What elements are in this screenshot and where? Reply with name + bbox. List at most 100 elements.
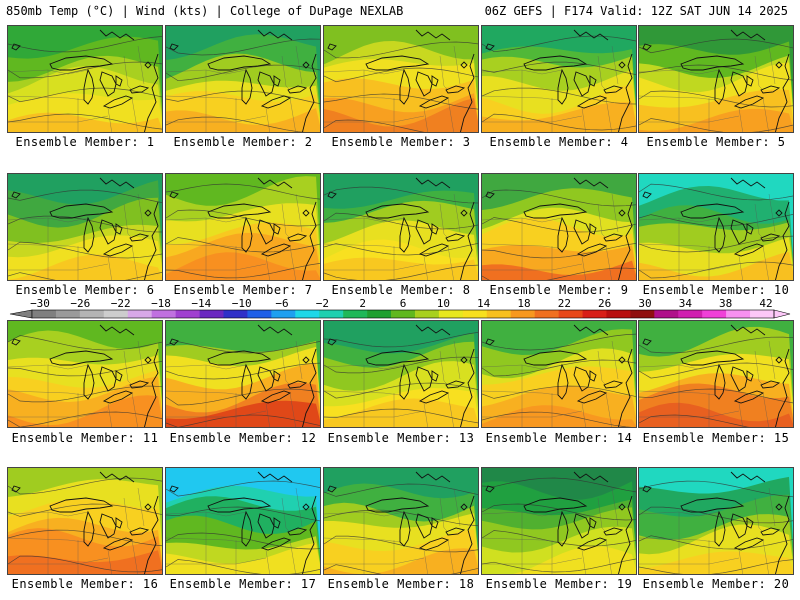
border-line <box>8 217 89 223</box>
border-line <box>423 402 428 427</box>
coastline <box>445 527 466 536</box>
border-line <box>482 364 563 370</box>
border-line <box>289 539 296 574</box>
coastline <box>760 85 781 94</box>
coastline <box>241 68 253 105</box>
border-line <box>166 390 243 396</box>
border-line <box>639 537 716 543</box>
temperature-map <box>166 321 320 427</box>
coastline <box>733 390 765 404</box>
panel-caption: Ensemble Member: 9 <box>489 283 629 297</box>
temp-band <box>166 252 320 280</box>
contour-line <box>166 64 320 82</box>
coastline <box>730 513 748 539</box>
border-line <box>453 340 461 380</box>
coastline <box>573 177 609 189</box>
temperature-map <box>482 26 636 132</box>
coastline <box>589 75 597 87</box>
coastline <box>618 61 626 69</box>
coastline <box>129 527 150 536</box>
contour-line <box>8 61 162 79</box>
colorbar-swatch <box>32 310 57 318</box>
border-line <box>166 217 247 223</box>
contour-line <box>8 529 162 547</box>
coastline <box>680 497 745 513</box>
panel-caption: Ensemble Member: 11 <box>11 431 159 445</box>
contour-line <box>639 388 793 404</box>
contour-line <box>639 64 793 81</box>
coastline <box>257 366 275 392</box>
border-line <box>738 402 743 427</box>
coastline <box>273 517 281 529</box>
coastline <box>11 43 21 51</box>
border-line <box>447 392 454 427</box>
border-line <box>768 487 776 527</box>
contour-line <box>324 382 478 399</box>
coastline <box>415 324 451 336</box>
coastline <box>169 485 179 493</box>
contour-line <box>166 559 320 574</box>
coastline <box>102 537 134 551</box>
coastline <box>102 243 134 257</box>
coastline <box>618 356 626 364</box>
contour-line <box>8 555 162 573</box>
border-line <box>597 350 607 386</box>
coastline <box>445 233 466 242</box>
coastline <box>589 370 597 382</box>
coastline <box>365 497 430 513</box>
coastline <box>99 366 117 392</box>
colorbar-swatch <box>510 310 535 318</box>
ensemble-panel-11 <box>7 320 163 428</box>
colorbar-swatch <box>127 310 152 318</box>
coastline <box>99 177 135 189</box>
temp-band <box>324 98 478 132</box>
contour-line <box>639 535 793 550</box>
contour-line <box>324 535 478 553</box>
coastline <box>642 338 652 346</box>
border-line <box>265 549 270 574</box>
colorbar-arrow-left <box>9 309 33 319</box>
border-line <box>166 364 247 370</box>
contour-line <box>639 38 793 54</box>
coastline <box>485 338 495 346</box>
temp-band <box>166 400 320 427</box>
contour-line <box>482 477 636 493</box>
border-line <box>597 55 607 91</box>
border-line <box>639 364 720 370</box>
contour-line <box>324 41 478 59</box>
border-line <box>324 511 405 517</box>
coastline <box>83 510 95 547</box>
contour-line <box>324 186 478 204</box>
coastline <box>327 485 337 493</box>
contour-line <box>166 388 320 406</box>
coastline <box>746 223 754 235</box>
coastline <box>460 53 475 132</box>
contour-line <box>8 215 162 233</box>
colorbar-swatch <box>678 310 703 318</box>
coastline <box>83 216 95 253</box>
coastline <box>573 366 591 392</box>
colorbar-tick-label: 42 <box>759 298 772 310</box>
coastline <box>302 503 310 511</box>
coastline <box>273 370 281 382</box>
border-line <box>107 549 112 574</box>
coastline <box>576 95 608 109</box>
contour-line <box>482 385 636 399</box>
coastline <box>523 497 588 513</box>
border-line <box>639 390 716 396</box>
coastline <box>257 513 275 539</box>
colorbar-swatch <box>391 310 416 318</box>
temp-band <box>324 398 478 427</box>
contour-line <box>8 385 162 403</box>
temperature-map <box>324 321 478 427</box>
contour-line <box>8 271 162 280</box>
coastline <box>365 203 430 219</box>
coastline <box>260 537 292 551</box>
border-line <box>447 245 454 280</box>
coastline <box>746 370 754 382</box>
colorbar-swatch <box>630 310 655 318</box>
border-line <box>754 203 764 239</box>
contour-line <box>324 332 478 348</box>
coastline <box>576 390 608 404</box>
border-line <box>639 511 720 517</box>
